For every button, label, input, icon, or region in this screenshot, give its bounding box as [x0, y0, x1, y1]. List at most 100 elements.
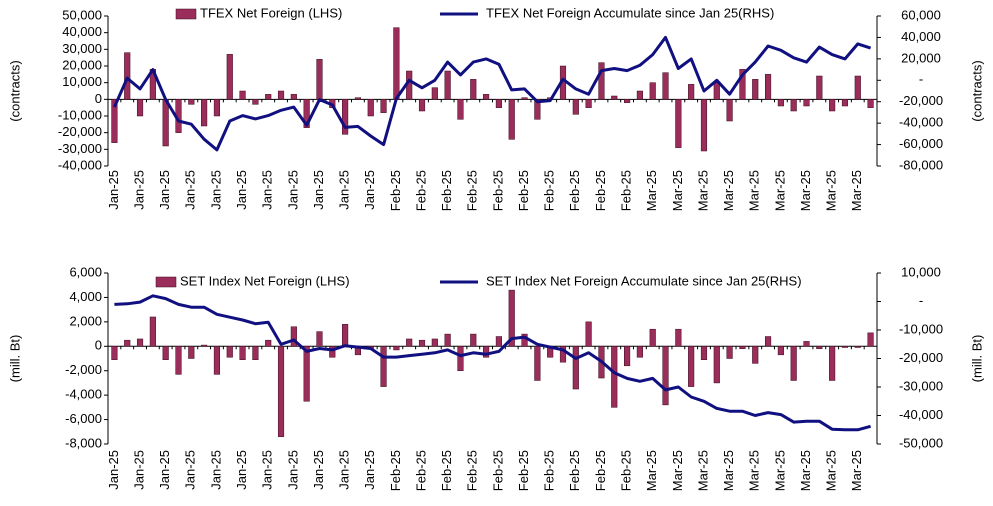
bar: [290, 326, 297, 347]
x-tick-label: Jan-25: [208, 170, 223, 210]
x-tick-label: Mar-25: [824, 170, 839, 211]
y2-axis-label: (mill. Bt): [969, 335, 984, 383]
bar: [700, 346, 708, 360]
bar: [726, 346, 733, 359]
x-tick-label: Mar-25: [772, 170, 787, 211]
legend-swatch: [175, 8, 197, 20]
bar: [752, 346, 759, 364]
bar: [790, 99, 797, 112]
x-tick-label: Mar-25: [695, 450, 710, 491]
bar: [764, 336, 772, 347]
bar: [201, 344, 208, 347]
bar: [739, 346, 746, 349]
bar: [277, 90, 285, 100]
x-tick-label: Jan-25: [131, 450, 146, 490]
bar: [495, 99, 502, 108]
bar: [611, 95, 618, 100]
bar: [393, 346, 400, 351]
bar: [700, 99, 708, 152]
x-tick-label: Mar-25: [849, 170, 864, 211]
x-tick-label: Feb-25: [439, 450, 454, 491]
y2-tick-label: -30,000: [899, 378, 943, 393]
x-tick-label: Feb-25: [465, 450, 480, 491]
x-tick-label: Feb-25: [516, 170, 531, 211]
bar: [342, 99, 349, 135]
bar: [380, 99, 387, 113]
y-tick-label: 0: [95, 91, 102, 106]
bar: [444, 333, 451, 347]
bar: [162, 99, 169, 147]
bar: [149, 316, 156, 347]
x-tick-label: Jan-25: [260, 450, 275, 490]
x-tick-label: Mar-25: [798, 450, 813, 491]
line-series: [114, 294, 871, 432]
bar: [418, 99, 426, 112]
bar: [816, 75, 823, 100]
bar: [867, 332, 874, 347]
x-tick-label: Mar-25: [721, 450, 736, 491]
legend-label: TFEX Net Foreign Accumulate since Jan 25…: [486, 5, 774, 20]
bar: [470, 333, 477, 347]
y2-tick-label: -80,000: [899, 157, 943, 172]
x-tick-label: Jan-25: [311, 450, 326, 490]
bar: [265, 94, 272, 100]
x-tick-label: Mar-25: [747, 450, 762, 491]
y2-tick-label: -40,000: [899, 407, 943, 422]
bar: [226, 346, 233, 358]
x-tick-label: Mar-25: [670, 170, 685, 211]
y2-tick-label: 40,000: [901, 29, 941, 44]
bar: [136, 338, 144, 347]
bar: [688, 346, 695, 387]
bar: [598, 62, 605, 100]
bar: [162, 346, 169, 360]
x-tick-label: Mar-25: [772, 450, 787, 491]
bar: [713, 82, 720, 100]
bar: [777, 99, 784, 107]
x-tick-label: Jan-25: [106, 450, 121, 490]
y2-tick-label: -: [919, 293, 923, 308]
x-tick-label: Feb-25: [439, 170, 454, 211]
x-tick-label: Feb-25: [542, 170, 557, 211]
bar: [470, 79, 477, 100]
bar: [777, 346, 784, 356]
bar: [188, 346, 195, 359]
bar: [611, 346, 618, 408]
x-tick-label: Jan-25: [234, 170, 249, 210]
bar: [418, 339, 426, 347]
y-tick-label: 50,000: [62, 7, 102, 22]
legend-swatch: [155, 276, 177, 288]
x-tick-label: Mar-25: [670, 450, 685, 491]
x-tick-label: Feb-25: [490, 170, 505, 211]
y2-tick-label: -20,000: [899, 93, 943, 108]
bar: [239, 346, 246, 360]
x-tick-label: Feb-25: [388, 170, 403, 211]
bar: [841, 99, 849, 107]
y2-tick-label: -40,000: [899, 115, 943, 130]
bar: [316, 331, 323, 347]
bar: [764, 74, 772, 100]
bar: [380, 346, 387, 387]
bar: [483, 346, 490, 358]
x-tick-label: Mar-25: [644, 450, 659, 491]
bar: [290, 94, 297, 100]
bar: [675, 328, 682, 347]
y2-tick-label: -50,000: [899, 435, 943, 450]
bar: [636, 346, 643, 358]
bar: [508, 99, 515, 140]
x-tick-label: Jan-25: [208, 450, 223, 490]
x-tick-label: Feb-25: [516, 450, 531, 491]
y-tick-label: -6,000: [65, 411, 102, 426]
bar: [572, 99, 579, 115]
bar: [649, 328, 656, 347]
bar: [816, 346, 823, 349]
bar: [124, 339, 131, 347]
bar: [854, 346, 861, 348]
x-tick-label: Jan-25: [131, 170, 146, 210]
bar: [508, 289, 515, 347]
bar: [803, 99, 810, 107]
bar: [213, 346, 221, 375]
x-tick-label: Feb-25: [413, 450, 428, 491]
x-tick-label: Jan-25: [183, 450, 198, 490]
bar: [354, 97, 361, 100]
